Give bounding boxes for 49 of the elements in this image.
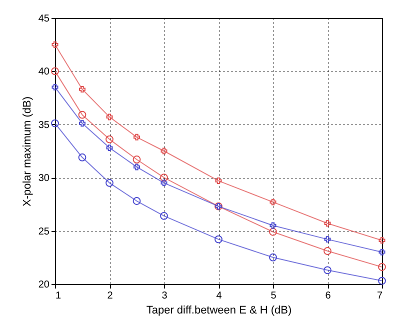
point [214, 235, 222, 244]
point [324, 266, 332, 274]
point [324, 236, 331, 243]
x-axis-title: Taper diff.between E & H (dB) [146, 304, 292, 316]
y-tick-label: 25 [38, 226, 50, 238]
point [79, 120, 86, 127]
y-tick-label: 35 [38, 120, 50, 131]
y-tick-label: 20 [38, 280, 50, 290]
point [78, 110, 86, 119]
point [106, 178, 114, 187]
point [378, 237, 386, 244]
point [160, 174, 168, 182]
point [132, 197, 141, 205]
y-tick-label: 40 [38, 66, 50, 78]
point [324, 220, 331, 227]
x-tick-label: 3 [162, 290, 168, 302]
point [378, 263, 386, 271]
point [134, 134, 140, 140]
x-tick-label: 1 [56, 290, 62, 302]
point [52, 41, 58, 48]
point [106, 135, 114, 144]
x-tick-label: 7 [376, 290, 383, 302]
point [51, 67, 59, 76]
point [51, 119, 59, 128]
x-tick-label: 6 [325, 290, 332, 302]
x-tick-label: 5 [270, 290, 277, 302]
point [270, 222, 276, 229]
point [106, 144, 113, 152]
point [134, 164, 140, 170]
point [79, 86, 86, 93]
point [106, 114, 113, 120]
x-tick-label: 2 [107, 290, 114, 302]
point [324, 247, 332, 255]
point [270, 198, 276, 206]
point [160, 212, 168, 220]
y-tick-label: 45 [38, 14, 50, 24]
x-tick-label: 4 [216, 290, 222, 302]
point [378, 248, 386, 256]
point [78, 153, 86, 162]
y-tick-label: 30 [38, 173, 50, 184]
point [215, 178, 222, 184]
point [52, 84, 58, 90]
point [132, 156, 141, 164]
point [378, 276, 386, 285]
y-axis-title: X-polar maximum (dB) [21, 96, 34, 207]
point [160, 180, 168, 186]
point [269, 253, 277, 262]
point [160, 148, 168, 154]
point [269, 228, 277, 236]
